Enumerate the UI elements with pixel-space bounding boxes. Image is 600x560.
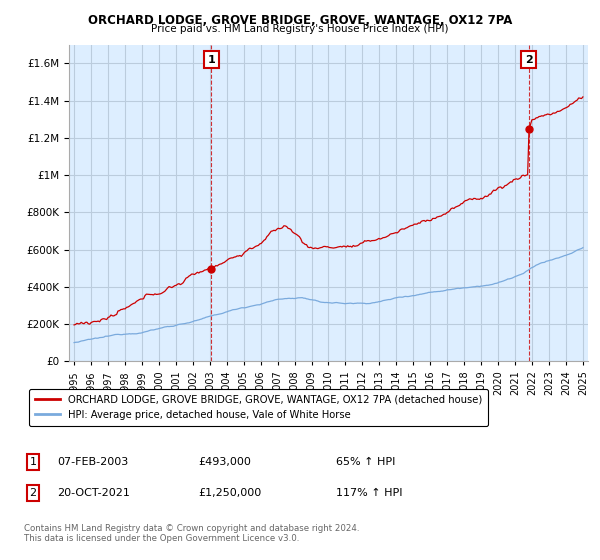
Text: ORCHARD LODGE, GROVE BRIDGE, GROVE, WANTAGE, OX12 7PA: ORCHARD LODGE, GROVE BRIDGE, GROVE, WANT…: [88, 14, 512, 27]
Legend: ORCHARD LODGE, GROVE BRIDGE, GROVE, WANTAGE, OX12 7PA (detached house), HPI: Ave: ORCHARD LODGE, GROVE BRIDGE, GROVE, WANT…: [29, 389, 488, 426]
Text: Price paid vs. HM Land Registry's House Price Index (HPI): Price paid vs. HM Land Registry's House …: [151, 24, 449, 34]
Text: 1: 1: [208, 55, 215, 65]
Text: 20-OCT-2021: 20-OCT-2021: [57, 488, 130, 498]
Text: £1,250,000: £1,250,000: [198, 488, 261, 498]
Text: 2: 2: [525, 55, 533, 65]
Text: 65% ↑ HPI: 65% ↑ HPI: [336, 457, 395, 467]
Text: 117% ↑ HPI: 117% ↑ HPI: [336, 488, 403, 498]
Text: 07-FEB-2003: 07-FEB-2003: [57, 457, 128, 467]
Text: £493,000: £493,000: [198, 457, 251, 467]
Text: Contains HM Land Registry data © Crown copyright and database right 2024.
This d: Contains HM Land Registry data © Crown c…: [24, 524, 359, 543]
Text: 2: 2: [29, 488, 37, 498]
Text: 1: 1: [29, 457, 37, 467]
